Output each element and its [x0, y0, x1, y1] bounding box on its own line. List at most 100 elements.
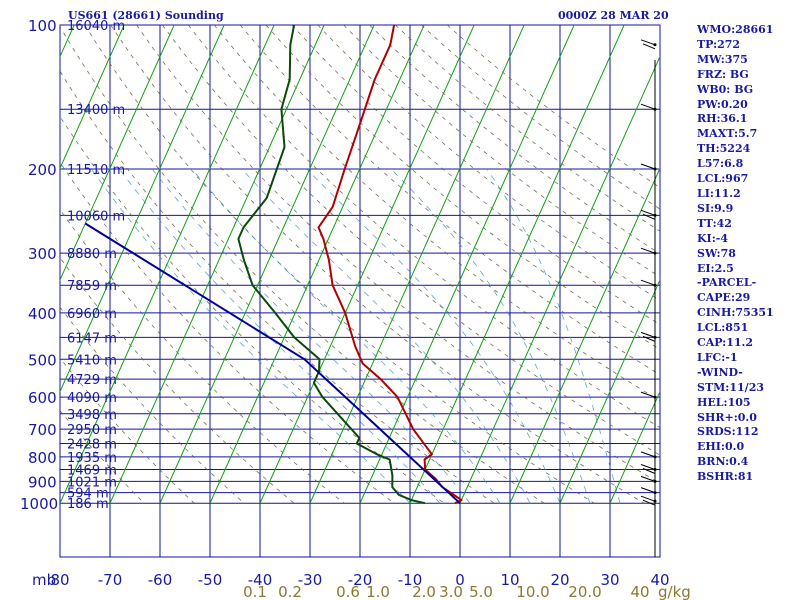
barb-flag	[640, 475, 656, 482]
plot-frame	[59, 24, 661, 558]
height-label: 1469 m	[67, 463, 117, 478]
valid-time: 0000Z 28 MAR 20	[558, 9, 669, 22]
isotherm	[159, 25, 375, 504]
barb-flag	[642, 335, 656, 342]
temperature-tick-label: -30	[298, 571, 323, 589]
height-label: 4090 m	[67, 391, 117, 406]
dry-adiabat	[60, 306, 245, 504]
dry-adiabat	[187, 25, 660, 429]
index-item: LCL:967	[697, 172, 749, 186]
barb-dot	[653, 107, 657, 111]
moist-adiabat	[191, 168, 501, 504]
wind-barb	[640, 475, 657, 483]
isotherm	[60, 25, 175, 282]
temperature-tick-label: 10	[500, 571, 519, 589]
index-item: TH:5224	[697, 142, 751, 156]
temperature-tick-label: 0	[455, 571, 465, 589]
dry-adiabat	[239, 25, 660, 376]
dry-adiabat	[60, 26, 545, 504]
barb-flag	[640, 487, 656, 494]
temperature-tick-label: -70	[98, 571, 123, 589]
temperature-tick-label: 20	[550, 571, 569, 589]
index-item: L57:6.8	[697, 157, 744, 171]
dry-adiabat	[60, 208, 345, 504]
dry-adiabat	[395, 25, 660, 232]
station-title: US661 (28661) Sounding	[68, 9, 224, 22]
index-item: TP:272	[697, 37, 741, 51]
barb-dot	[653, 167, 657, 171]
index-item: SW:78	[697, 246, 736, 260]
index-item: SHR+:0.0	[697, 410, 757, 424]
barb-dot	[653, 491, 657, 495]
index-item: BSHR:81	[697, 470, 754, 484]
height-label: 2428 m	[67, 437, 117, 452]
index-item: SI:9.9	[697, 201, 734, 215]
barb-flag	[640, 163, 656, 170]
mixing-ratio-label: 3.0	[439, 583, 463, 600]
pressure-tick-label: 400	[28, 305, 57, 323]
wind-barb	[640, 209, 657, 220]
dry-adiabat	[317, 25, 660, 301]
pressure-tick-label: 200	[28, 161, 57, 179]
mixing-ratio-label: 1.0	[366, 583, 390, 600]
barb-flag	[642, 499, 656, 506]
index-item: CINH:75351	[697, 306, 774, 320]
isotherm	[60, 25, 225, 393]
dry-adiabat	[60, 115, 445, 504]
height-label: 13400 m	[67, 103, 125, 118]
index-item: WB0: BG	[697, 82, 754, 96]
barb-flag	[640, 464, 656, 470]
temperature-line	[317, 25, 463, 505]
dry-adiabat	[84, 25, 595, 504]
pressure-tick-label: 1000	[20, 495, 58, 513]
sounding-profiles	[84, 25, 463, 505]
wind-barb	[640, 464, 657, 474]
height-label: 186 m	[67, 497, 109, 512]
temperature-tick-label: 40	[650, 571, 669, 589]
wind-barb	[640, 163, 657, 171]
barb-flag	[640, 331, 656, 338]
barb-dot	[653, 335, 657, 339]
dry-adiabat	[60, 257, 295, 504]
temperature-tick-label: -60	[148, 571, 173, 589]
temperature-tick-label: -10	[398, 571, 423, 589]
barb-flag	[640, 247, 656, 254]
barb-flag	[640, 279, 656, 286]
barb-flag	[642, 468, 656, 474]
mixing-ratio-label: 0.2	[278, 583, 302, 600]
pressure-tick-label: 600	[28, 389, 57, 407]
moist-adiabat	[151, 168, 471, 504]
mixing-ratio-unit: g/kg	[658, 583, 691, 600]
isotherm	[409, 25, 625, 504]
mixing-ratio-label: 2.0	[412, 583, 436, 600]
index-item: EHI:0.0	[697, 440, 745, 454]
barb-dot	[653, 283, 657, 287]
temperature-tick-label: -40	[248, 571, 273, 589]
isotherm	[0, 25, 24, 503]
mixing-ratio-label: 0.6	[336, 583, 360, 600]
barb-dot	[653, 251, 657, 255]
index-item: CAP:11.2	[697, 336, 754, 350]
pressure-unit-label: mb	[32, 571, 56, 589]
index-item: MAXT:5.7	[697, 127, 758, 141]
height-label: 10060 m	[67, 209, 125, 224]
height-label: 6960 m	[67, 307, 117, 322]
isotherm	[559, 278, 660, 504]
index-item: TT:42	[697, 216, 732, 230]
index-item: FRZ: BG	[697, 67, 749, 81]
temperature-tick-label: 30	[600, 571, 619, 589]
pressure-tick-label: 700	[28, 421, 57, 439]
height-label: 4729 m	[67, 373, 117, 388]
barb-dot	[653, 213, 657, 217]
mixing-ratio-label: 10.0	[516, 583, 549, 600]
barb-dot	[653, 455, 657, 459]
isotherm	[359, 25, 575, 504]
height-label: 594 m	[67, 487, 109, 502]
dry-adiabat	[110, 25, 645, 504]
temperature-tick-label: -50	[198, 571, 223, 589]
isotherm	[609, 390, 660, 504]
index-item: LFC:-1	[697, 350, 738, 364]
barb-flag	[640, 103, 656, 110]
pressure-tick-label: 100	[28, 17, 57, 35]
